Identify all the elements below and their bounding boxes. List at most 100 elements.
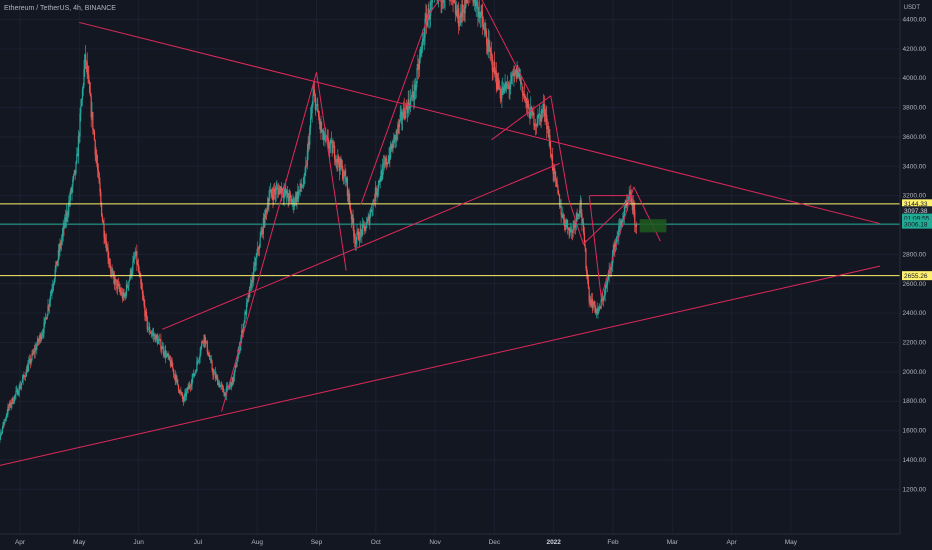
candle-body bbox=[369, 215, 371, 224]
candle-body bbox=[534, 125, 536, 127]
price-badge-text: 3097.38 bbox=[904, 208, 928, 215]
candle-body bbox=[475, 3, 477, 7]
candle-body bbox=[373, 200, 375, 202]
candle-body bbox=[228, 386, 230, 388]
candle-body bbox=[366, 219, 369, 223]
candle-body bbox=[221, 384, 223, 386]
candle-body bbox=[567, 228, 569, 230]
candle-body bbox=[558, 193, 560, 195]
candle-body bbox=[488, 39, 490, 46]
candle-body bbox=[297, 191, 299, 199]
candle-body bbox=[634, 210, 636, 226]
candle-body bbox=[547, 125, 549, 137]
candle-body bbox=[81, 89, 84, 100]
candle-body bbox=[305, 165, 307, 173]
candle-body bbox=[149, 326, 151, 333]
candle-body bbox=[139, 273, 141, 277]
candle-body bbox=[595, 309, 597, 313]
x-tick-label: Aug bbox=[251, 539, 263, 546]
candle-body bbox=[293, 198, 295, 207]
candle-body bbox=[375, 187, 377, 196]
candle-body bbox=[117, 283, 119, 289]
candle-body bbox=[326, 136, 328, 138]
candle-body bbox=[380, 171, 382, 182]
x-tick-label: May bbox=[73, 539, 86, 546]
candle-body bbox=[635, 224, 637, 228]
candle-body bbox=[498, 88, 501, 90]
candle-body bbox=[259, 237, 261, 248]
candle-body bbox=[289, 195, 292, 199]
candle-body bbox=[46, 314, 48, 320]
candle-body bbox=[401, 112, 403, 121]
candle-body bbox=[546, 125, 549, 129]
candle-body bbox=[320, 120, 322, 131]
candle-body bbox=[588, 287, 590, 302]
candle-body bbox=[72, 179, 74, 187]
candle-body bbox=[260, 233, 262, 238]
candle-body bbox=[527, 101, 529, 108]
candle-body bbox=[89, 92, 92, 97]
candle-body bbox=[425, 15, 427, 19]
candle-body bbox=[632, 204, 634, 211]
candle-body bbox=[213, 372, 216, 374]
price-badge bbox=[902, 219, 932, 229]
candle-body bbox=[21, 379, 23, 383]
candle-body bbox=[532, 112, 534, 116]
candle-body bbox=[404, 116, 406, 119]
candle-body bbox=[397, 124, 399, 133]
candle-body bbox=[60, 239, 63, 246]
y-tick-label: 2200.00 bbox=[903, 339, 927, 346]
candle-body bbox=[294, 195, 296, 203]
candle-body bbox=[193, 373, 195, 377]
candle-body bbox=[291, 202, 293, 204]
candle-body bbox=[363, 223, 365, 227]
horizontal-lines bbox=[0, 203, 900, 277]
candle-body bbox=[398, 119, 401, 127]
candle-body bbox=[340, 159, 342, 168]
candle-body bbox=[116, 280, 118, 289]
candle-body bbox=[422, 38, 424, 44]
candle-body bbox=[569, 229, 571, 235]
candle-body bbox=[176, 376, 178, 380]
candle-body bbox=[209, 355, 211, 360]
candle-body bbox=[271, 193, 273, 196]
candle-body bbox=[503, 85, 505, 93]
candle-body bbox=[24, 376, 27, 378]
candle-body bbox=[175, 376, 177, 382]
trend-line bbox=[600, 186, 635, 298]
candle-body bbox=[268, 197, 270, 207]
candle-body bbox=[553, 168, 555, 175]
candle-body bbox=[32, 350, 35, 354]
candle-body bbox=[634, 224, 637, 226]
candle-body bbox=[618, 226, 621, 227]
candle-body bbox=[417, 64, 419, 69]
candle-body bbox=[631, 202, 633, 211]
candle-body bbox=[610, 266, 613, 270]
candle-body bbox=[386, 158, 388, 165]
candle-body bbox=[285, 188, 287, 195]
candle-body bbox=[598, 306, 601, 308]
candle-body bbox=[55, 261, 57, 270]
candle-body bbox=[616, 237, 618, 238]
candle-body bbox=[502, 87, 504, 92]
candle-body bbox=[250, 283, 252, 288]
candle-body bbox=[582, 222, 585, 233]
candle-body bbox=[133, 257, 135, 262]
candle-body bbox=[120, 291, 122, 295]
candle-body bbox=[563, 219, 565, 226]
candle-body bbox=[94, 140, 96, 155]
candle-body bbox=[76, 153, 78, 163]
candle-body bbox=[323, 138, 325, 140]
candle-body bbox=[440, 0, 442, 3]
x-tick-label: Mar bbox=[667, 539, 679, 546]
candle-body bbox=[377, 188, 379, 192]
candle-body bbox=[530, 106, 532, 119]
candle-body bbox=[278, 188, 280, 195]
candle-body bbox=[573, 224, 575, 226]
candle-body bbox=[347, 190, 349, 196]
candle-body bbox=[416, 68, 418, 84]
candle-body bbox=[597, 311, 599, 314]
candle-body bbox=[127, 286, 129, 288]
candle-body bbox=[288, 193, 290, 201]
